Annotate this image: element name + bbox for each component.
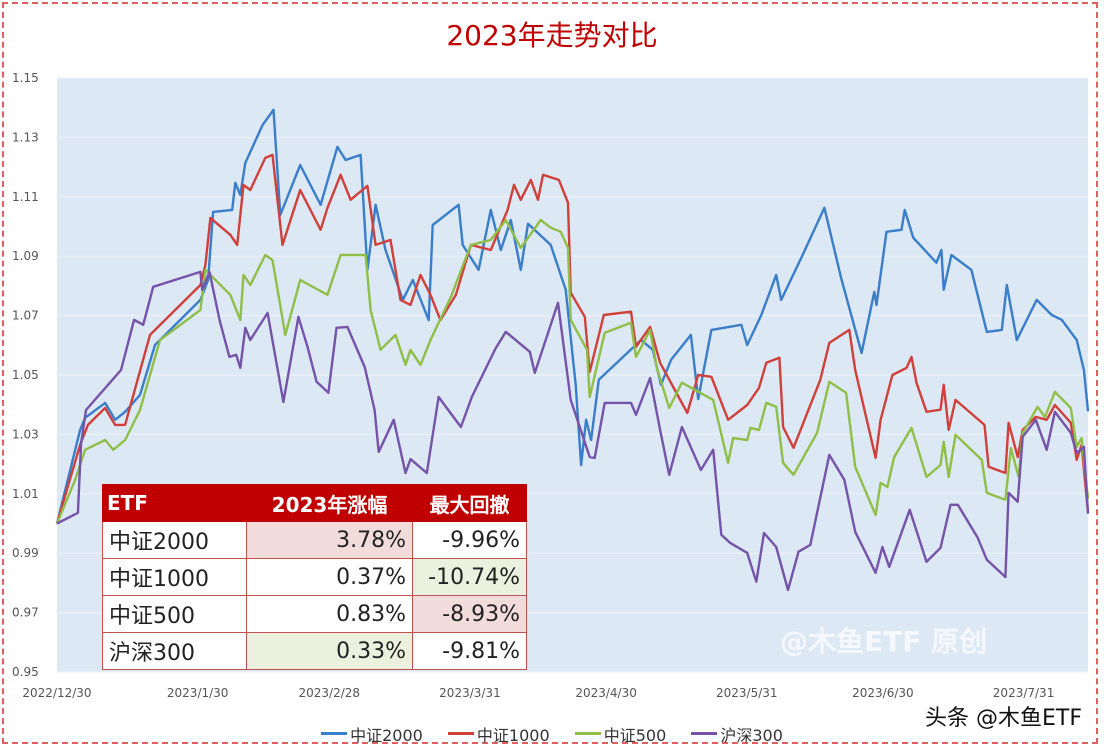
series-line-4 bbox=[56, 270, 1090, 592]
legend-swatch bbox=[574, 732, 601, 735]
header-etf: ETF bbox=[102, 484, 247, 522]
y-tick-label: 1.01 bbox=[12, 487, 39, 501]
y-tick-label: 1.05 bbox=[12, 368, 39, 382]
header-drawdown: 最大回撤 bbox=[412, 484, 527, 522]
gain-value: 0.37% bbox=[246, 558, 413, 596]
y-tick-label: 1.07 bbox=[12, 309, 39, 323]
y-tick-label: 0.97 bbox=[12, 606, 39, 620]
legend-label: 中证2000 bbox=[350, 725, 423, 745]
etf-name: 中证500 bbox=[102, 595, 247, 633]
performance-table: ETF 2023年涨幅 最大回撤 中证2000 3.78% -9.96% 中证1… bbox=[102, 484, 527, 670]
legend-swatch bbox=[447, 732, 474, 735]
legend-item: 中证500 bbox=[574, 722, 667, 746]
legend-item: 沪深300 bbox=[691, 722, 783, 746]
x-tick-label: 2023/3/31 bbox=[439, 686, 501, 700]
table-row: 中证2000 3.78% -9.96% bbox=[102, 521, 527, 559]
x-tick-label: 2023/2/28 bbox=[299, 686, 361, 700]
etf-name: 中证1000 bbox=[102, 558, 247, 596]
table-row: 沪深300 0.33% -9.81% bbox=[102, 632, 527, 670]
legend-label: 中证1000 bbox=[476, 725, 550, 745]
brand-label: 头条 @木鱼ETF bbox=[925, 706, 1082, 731]
header-gain: 2023年涨幅 bbox=[246, 484, 413, 522]
x-tick-label: 2023/4/30 bbox=[575, 686, 637, 700]
chart-title: 2023年走势对比 bbox=[446, 19, 658, 52]
legend-item: 中证2000 bbox=[321, 722, 423, 746]
drawdown-value: -10.74% bbox=[412, 558, 527, 596]
series-line-2 bbox=[55, 153, 1090, 524]
series-line-3 bbox=[55, 218, 1090, 524]
x-tick-label: 2022/12/30 bbox=[22, 686, 91, 700]
legend-swatch bbox=[321, 732, 348, 735]
legend-label: 沪深300 bbox=[720, 725, 783, 745]
y-tick-label: 1.15 bbox=[12, 71, 39, 85]
drawdown-value: -9.96% bbox=[412, 521, 527, 559]
watermark: @木鱼ETF 原创 bbox=[780, 625, 988, 658]
y-tick-label: 1.13 bbox=[12, 130, 39, 144]
gain-value: 3.78% bbox=[246, 521, 413, 559]
y-tick-label: 0.95 bbox=[12, 665, 39, 679]
drawdown-value: -9.81% bbox=[412, 632, 527, 670]
legend-label: 中证500 bbox=[603, 725, 667, 745]
chart-legend: 中证2000 中证1000 中证500 沪深300 bbox=[0, 720, 1104, 746]
drawdown-value: -8.93% bbox=[412, 595, 527, 633]
table-row: 中证500 0.83% -8.93% bbox=[102, 595, 527, 633]
y-tick-label: 1.03 bbox=[12, 427, 39, 441]
etf-name: 中证2000 bbox=[102, 521, 247, 559]
gain-value: 0.33% bbox=[246, 632, 413, 670]
gain-value: 0.83% bbox=[246, 595, 413, 633]
table-row: 中证1000 0.37% -10.74% bbox=[102, 558, 527, 596]
x-tick-label: 2023/7/31 bbox=[993, 686, 1055, 700]
table-header-row: ETF 2023年涨幅 最大回撤 bbox=[102, 484, 527, 522]
x-tick-label: 2023/5/31 bbox=[716, 686, 778, 700]
x-tick-label: 2023/6/30 bbox=[852, 686, 914, 700]
x-tick-label: 2023/1/30 bbox=[167, 686, 229, 700]
legend-swatch bbox=[691, 732, 718, 735]
y-tick-label: 1.09 bbox=[12, 249, 39, 263]
etf-name: 沪深300 bbox=[102, 632, 247, 670]
y-tick-label: 1.11 bbox=[12, 190, 39, 204]
y-tick-label: 0.99 bbox=[12, 546, 39, 560]
legend-item: 中证1000 bbox=[447, 722, 550, 746]
